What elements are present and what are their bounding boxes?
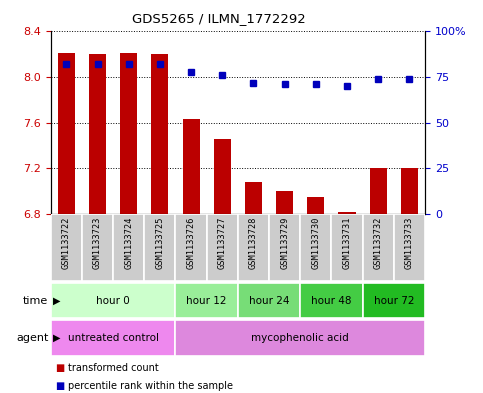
Bar	[331, 214, 363, 281]
Bar	[58, 53, 75, 214]
Text: hour 12: hour 12	[186, 296, 227, 306]
Text: ■: ■	[56, 363, 65, 373]
Bar	[300, 283, 363, 318]
Text: hour 0: hour 0	[96, 296, 130, 306]
Text: transformed count: transformed count	[68, 363, 158, 373]
Bar	[363, 283, 425, 318]
Text: GSM1133731: GSM1133731	[342, 216, 352, 269]
Bar	[363, 214, 394, 281]
Text: GSM1133723: GSM1133723	[93, 216, 102, 269]
Bar	[89, 54, 106, 214]
Text: untreated control: untreated control	[68, 333, 158, 343]
Text: mycophenolic acid: mycophenolic acid	[251, 333, 349, 343]
Bar	[175, 214, 207, 281]
Bar	[238, 214, 269, 281]
Bar	[113, 214, 144, 281]
Bar	[238, 283, 300, 318]
Text: agent: agent	[16, 333, 48, 343]
Text: GSM1133727: GSM1133727	[218, 216, 227, 269]
Text: GSM1133732: GSM1133732	[374, 216, 383, 269]
Text: GSM1133729: GSM1133729	[280, 216, 289, 269]
Bar	[51, 283, 175, 318]
Text: GSM1133728: GSM1133728	[249, 216, 258, 269]
Bar	[394, 214, 425, 281]
Bar	[401, 169, 418, 214]
Bar	[175, 283, 238, 318]
Bar	[151, 54, 169, 214]
Text: hour 72: hour 72	[373, 296, 414, 306]
Bar	[307, 197, 325, 214]
Text: ▶: ▶	[53, 296, 61, 306]
Text: GSM1133724: GSM1133724	[124, 216, 133, 269]
Text: GSM1133726: GSM1133726	[186, 216, 196, 269]
Text: GSM1133722: GSM1133722	[62, 216, 71, 269]
Bar	[207, 214, 238, 281]
Bar	[339, 212, 355, 214]
Bar	[144, 214, 175, 281]
Text: ■: ■	[56, 381, 65, 391]
Text: ▶: ▶	[53, 333, 61, 343]
Bar	[245, 182, 262, 214]
Bar	[82, 214, 113, 281]
Text: GSM1133733: GSM1133733	[405, 216, 414, 269]
Bar	[51, 320, 175, 356]
Bar	[120, 53, 137, 214]
Text: hour 24: hour 24	[249, 296, 289, 306]
Bar	[276, 191, 293, 214]
Text: time: time	[23, 296, 48, 306]
Text: GDS5265 / ILMN_1772292: GDS5265 / ILMN_1772292	[132, 12, 305, 25]
Bar	[183, 119, 199, 214]
Bar	[213, 139, 231, 214]
Text: GSM1133730: GSM1133730	[312, 216, 320, 269]
Bar	[300, 214, 331, 281]
Text: GSM1133725: GSM1133725	[156, 216, 164, 269]
Bar	[51, 214, 82, 281]
Bar	[369, 169, 387, 214]
Text: percentile rank within the sample: percentile rank within the sample	[68, 381, 233, 391]
Bar	[269, 214, 300, 281]
Bar	[175, 320, 425, 356]
Text: hour 48: hour 48	[311, 296, 352, 306]
